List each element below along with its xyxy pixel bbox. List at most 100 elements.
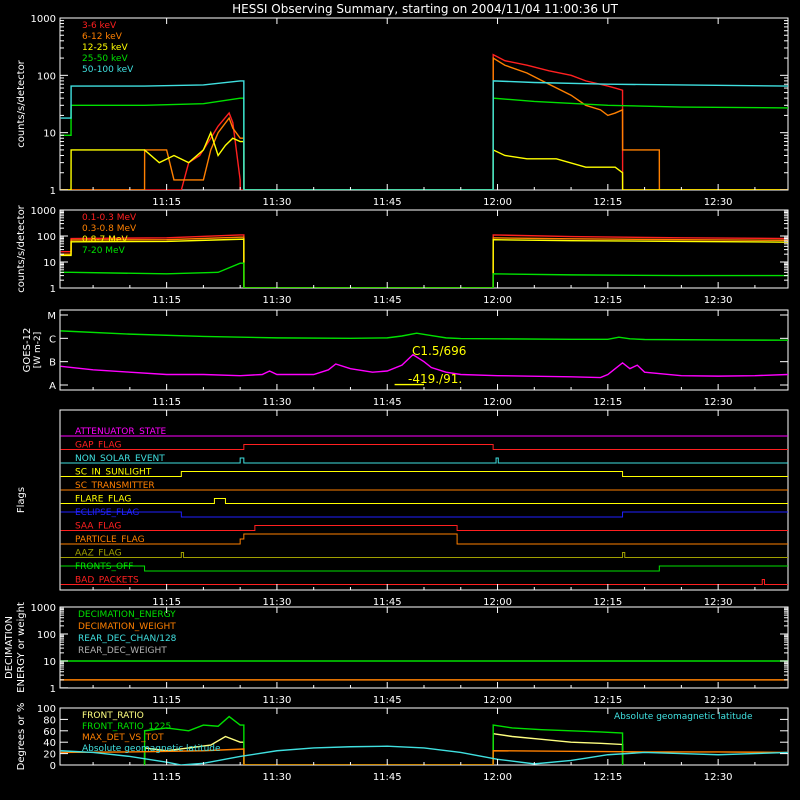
x-tick-label: 11:45 (373, 772, 402, 783)
y-axis-label: ENERGY or weight (16, 602, 27, 693)
flag-line (60, 498, 788, 504)
legend-entry: 7-20 MeV (82, 246, 126, 256)
x-tick-label: 12:30 (704, 772, 733, 783)
legend-entry: 25-50 keV (82, 54, 128, 64)
panel-3: 11:15 11:30 11:45 12:00 12:15 12:30 A B C M GOES-1… (22, 309, 789, 408)
legend-entry: REAR_DEC_WEIGHT (78, 646, 167, 656)
x-tick-label: 12:30 (704, 695, 733, 706)
series-line (143, 715, 624, 765)
x-tick-label: 11:15 (152, 295, 181, 306)
x-tick-label: 11:15 (152, 397, 181, 408)
flag-label: NON_SOLAR_EVENT (75, 454, 165, 464)
y-tick-label: A (49, 381, 56, 392)
legend-entry: 0.8-7 MeV (82, 235, 128, 245)
legend-entry: MAX_DET_VS_TOT (82, 733, 164, 743)
series-line (60, 353, 788, 379)
plot-area (60, 53, 788, 190)
x-tick-label: 11:30 (263, 695, 292, 706)
series-line (60, 262, 788, 288)
y-tick-label: 10 (43, 657, 56, 668)
series-line (143, 732, 624, 765)
y-axis-label: DECIMATION (4, 616, 15, 679)
y-axis-label: counts/s/detector (16, 59, 27, 147)
x-tick-label: 12:15 (593, 772, 622, 783)
flag-label: FLARE_FLAG (75, 495, 131, 505)
series-line (60, 748, 788, 765)
series-line (60, 56, 788, 190)
x-tick-label: 11:15 (152, 695, 181, 706)
flag-line (60, 457, 788, 464)
y-tick-label: 100 (37, 704, 56, 715)
x-tick-label: 11:30 (263, 397, 292, 408)
series-line (60, 236, 788, 288)
x-tick-label: 11:45 (373, 397, 402, 408)
y-tick-label: C (49, 334, 56, 345)
flag-label: PARTICLE_FLAG (75, 535, 145, 545)
y-axis-unit: [W m-2] (33, 332, 43, 369)
y-tick-label: 1 (50, 684, 56, 695)
y-tick-label: M (47, 311, 56, 322)
y-axis-label: Degrees or % (16, 703, 27, 771)
y-tick-label: 10 (43, 129, 56, 140)
x-tick-label: 11:30 (263, 197, 292, 208)
x-tick-label: 12:30 (704, 295, 733, 306)
x-tick-label: 11:45 (373, 695, 402, 706)
flag-line (60, 552, 788, 558)
legend-entry: 3-6 keV (82, 21, 117, 31)
panel-6: 11:15 11:30 11:45 12:00 12:15 12:30 0204060801… (16, 703, 789, 783)
y-axis-label: GOES-12 (22, 328, 33, 373)
x-tick-label: 12:00 (483, 597, 512, 608)
legend-entry: 12-25 keV (82, 43, 128, 53)
x-tick-label: 12:15 (593, 295, 622, 306)
plot-area (60, 234, 788, 288)
x-tick-label: 12:15 (593, 197, 622, 208)
x-tick-label: 11:15 (152, 197, 181, 208)
x-tick-label: 12:30 (704, 397, 733, 408)
x-tick-label: 11:45 (373, 597, 402, 608)
x-tick-label: 11:15 (152, 597, 181, 608)
legend-entry: FRONT_RATIO_1225 (82, 722, 171, 732)
x-tick-label: 12:00 (483, 295, 512, 306)
plot-frame (59, 209, 789, 289)
series-line (60, 745, 788, 765)
panel-1: 11:15 11:30 11:45 12:00 12:15 12:30 1 10 100 1000… (16, 14, 789, 208)
series-line (60, 130, 788, 190)
x-tick-label: 12:15 (593, 397, 622, 408)
flag-label: SAA_FLAG (75, 522, 121, 532)
y-tick-label: B (49, 358, 56, 369)
legend-entry: 6-12 keV (82, 32, 123, 42)
flag-label: AAZ_FLAG (75, 549, 122, 559)
legend-entry: 0.1-0.3 MeV (82, 213, 137, 223)
x-tick-label: 12:15 (593, 695, 622, 706)
series-line (60, 53, 788, 190)
flag-line (60, 511, 788, 518)
x-tick-label: 11:30 (263, 295, 292, 306)
series-line (60, 330, 788, 341)
y-tick-label: 1000 (31, 603, 56, 614)
x-tick-label: 12:00 (483, 695, 512, 706)
flag-label: BAD_PACKETS (75, 576, 139, 586)
y-axis-label: counts/s/detector (16, 204, 27, 292)
x-tick-label: 12:00 (483, 197, 512, 208)
y-tick-label: 1000 (31, 14, 56, 25)
series-line (60, 80, 788, 190)
geomag-annotation: Absolute geomagnetic latitude (614, 712, 753, 722)
y-tick-label: 1 (50, 284, 56, 295)
panel-2: 11:15 11:30 11:45 12:00 12:15 12:30 1 10 100 1000… (16, 204, 789, 306)
legend-entry: FRONT_RATIO (82, 711, 144, 721)
goes-annotation: -419./91. (408, 372, 462, 386)
x-tick-label: 11:30 (263, 597, 292, 608)
legend-entry: DECIMATION_ENERGY (78, 610, 176, 620)
goes-annotation: C1.5/696 (412, 344, 466, 358)
x-tick-label: 11:45 (373, 197, 402, 208)
figure-title: HESSI Observing Summary, starting on 200… (232, 2, 618, 16)
y-tick-label: 60 (43, 727, 56, 738)
flag-label: ATTENUATOR_STATE (75, 427, 167, 437)
plot-area (60, 715, 788, 765)
legend-entry: 50-100 keV (82, 65, 134, 75)
flag-line (60, 471, 788, 477)
y-tick-label: 0 (50, 761, 56, 772)
y-tick-label: 100 (37, 630, 56, 641)
flag-label: FRONTS_OFF (75, 562, 133, 572)
